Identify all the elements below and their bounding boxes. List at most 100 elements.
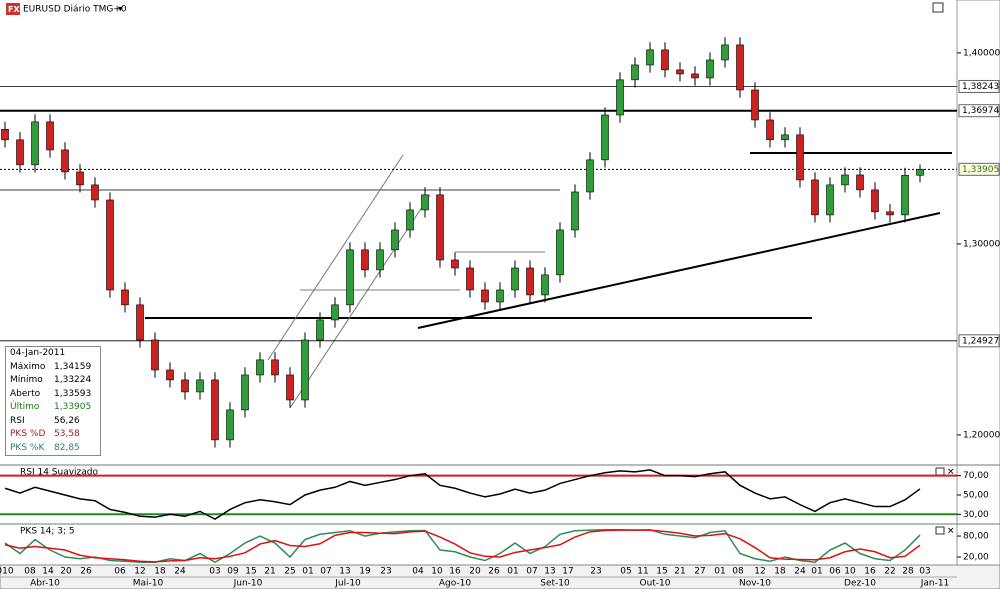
- info-label: Máximo: [10, 361, 46, 372]
- x-month-label: Jun-10: [233, 579, 263, 589]
- y-tick-label: 70,00: [963, 471, 989, 481]
- level-label: 1,36974: [962, 106, 999, 116]
- pks-title: PKS 14; 3; 5: [20, 527, 75, 537]
- fx-icon-text: FX: [8, 5, 20, 14]
- x-day-label: 14: [42, 567, 54, 577]
- candle-body: [601, 114, 609, 161]
- candle-body: [316, 319, 324, 341]
- panel-close[interactable]: ✕: [947, 468, 955, 478]
- level-label-box: [958, 79, 1000, 93]
- candle-body: [571, 191, 579, 231]
- candle-body: [541, 274, 549, 296]
- candle-body: [901, 175, 909, 216]
- info-row: Mínimo 1,33224: [6, 374, 100, 388]
- x-day-label: 10: [431, 567, 443, 577]
- candle-body: [106, 199, 114, 291]
- candle-body: [871, 189, 879, 213]
- candle-body: [196, 379, 204, 393]
- trend-line: [417, 212, 941, 329]
- info-label: Mínimo: [10, 375, 43, 385]
- x-day-label: 15: [656, 567, 667, 577]
- info-value: 53,58: [54, 429, 80, 439]
- candle-body: [586, 159, 594, 193]
- candle-body: [766, 119, 774, 141]
- x-month-label: Abr-10: [30, 579, 60, 589]
- y-tick-label: 1,40000: [963, 48, 1000, 58]
- info-value: 56,26: [54, 415, 80, 426]
- info-row: Aberto 1,33593: [6, 388, 100, 402]
- x-day-label: 01: [714, 567, 725, 577]
- candle-body: [781, 134, 789, 141]
- candle-body: [226, 409, 234, 441]
- x-month-label: Set-10: [540, 579, 570, 589]
- x-day-label: 15: [245, 567, 256, 577]
- candle-body: [361, 249, 369, 271]
- price-axis: [956, 0, 1000, 589]
- candle-body: [796, 134, 804, 181]
- panel-close[interactable]: ✕: [947, 527, 955, 537]
- candle-body: [286, 374, 294, 401]
- candle-body: [166, 369, 174, 381]
- panel-maximize[interactable]: [935, 526, 945, 535]
- candle-body: [556, 229, 564, 276]
- x-day-label: 13: [544, 567, 555, 577]
- info-label: PKS %K: [10, 442, 45, 453]
- info-value: 1,34159: [54, 361, 92, 372]
- x-day-label: 11: [637, 567, 648, 577]
- x-day-label: 010: [0, 567, 14, 577]
- x-day-label: 03: [209, 567, 220, 577]
- y-tick-label: 20,00: [963, 553, 989, 563]
- candle-body: [256, 359, 264, 376]
- x-day-label: 23: [590, 567, 601, 577]
- dropdown-arrow[interactable]: ▾: [118, 5, 123, 15]
- x-day-label: 21: [674, 567, 685, 577]
- x-day-label: 28: [902, 567, 914, 577]
- candle-body: [241, 374, 249, 411]
- candle-body: [616, 79, 624, 116]
- candle-body: [466, 267, 474, 291]
- x-day-label: 17: [562, 567, 573, 577]
- info-value: 1,33593: [54, 388, 92, 399]
- y-tick-label: 30,00: [963, 510, 989, 520]
- info-row: RSI 56,26: [6, 415, 100, 429]
- info-row: Último 1,33905: [6, 401, 100, 415]
- level-label-box: [958, 334, 1000, 348]
- level-label: 1,24927: [962, 336, 999, 346]
- candle-body: [211, 379, 219, 441]
- candle-body: [346, 249, 354, 306]
- x-day-label: 12: [754, 567, 765, 577]
- candle-body: [496, 289, 504, 303]
- x-day-label: 19: [359, 567, 371, 577]
- candle-body: [76, 171, 84, 186]
- x-day-label: 01: [507, 567, 518, 577]
- channel-line: [289, 194, 431, 409]
- x-day-label: 05: [620, 567, 631, 577]
- candle-body: [481, 289, 489, 303]
- info-value: 1,33905: [54, 402, 92, 412]
- x-day-label: 16: [864, 567, 876, 577]
- x-day-label: 12: [134, 567, 145, 577]
- x-month-label: Ago-10: [439, 579, 472, 589]
- x-day-label: 16: [449, 567, 461, 577]
- candle-body: [151, 339, 159, 371]
- x-day-label: 08: [732, 567, 744, 577]
- x-day-label: 03: [919, 567, 930, 577]
- x-day-label: 13: [339, 567, 350, 577]
- candle-body: [376, 249, 384, 271]
- candle-body: [406, 209, 414, 231]
- candle-body: [121, 289, 129, 306]
- candle-body: [16, 139, 24, 166]
- x-month-label: Nov-10: [739, 579, 771, 589]
- candle-body: [811, 179, 819, 216]
- maximize-button[interactable]: [932, 2, 944, 13]
- indicator-line: [4, 469, 921, 520]
- x-day-label: 06: [114, 567, 126, 577]
- info-box: 04-Jan-2011 Máximo 1,34159 Mínimo 1,33224 Ab…: [5, 346, 101, 456]
- info-label: PKS %D: [10, 429, 46, 439]
- x-day-label: 26: [80, 567, 92, 577]
- info-value: 1,33224: [54, 375, 92, 385]
- rsi-title: RSI 14 Suavizado: [20, 468, 99, 478]
- x-day-label: 18: [154, 567, 166, 577]
